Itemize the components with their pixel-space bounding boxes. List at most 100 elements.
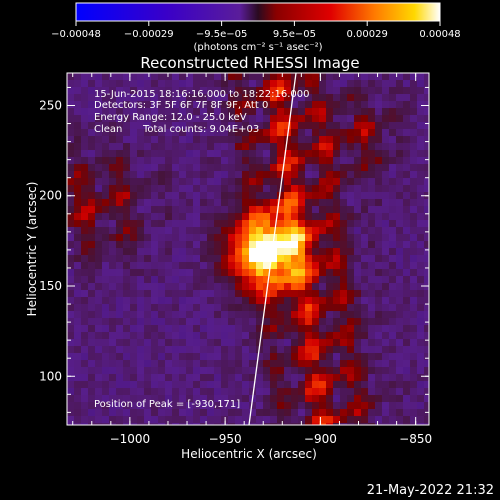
heatmap-cell — [200, 108, 208, 116]
heatmap-cell — [228, 220, 236, 228]
heatmap-cell — [81, 395, 89, 403]
heatmap-cell — [207, 318, 215, 326]
heatmap-cell — [186, 381, 194, 389]
heatmap-cell — [95, 346, 103, 354]
heatmap-cell — [158, 164, 166, 172]
heatmap-cell — [81, 409, 89, 417]
heatmap-cell — [277, 325, 285, 333]
heatmap-cell — [249, 339, 257, 347]
heatmap-cell — [417, 73, 425, 81]
heatmap-cell — [333, 122, 341, 130]
heatmap-cell — [305, 381, 313, 389]
heatmap-cell — [312, 248, 320, 256]
heatmap-cell — [242, 339, 250, 347]
heatmap-cell — [186, 227, 194, 235]
heatmap-cell — [123, 290, 131, 298]
heatmap-cell — [298, 206, 306, 214]
heatmap-cell — [102, 318, 110, 326]
heatmap-cell — [277, 304, 285, 312]
heatmap-cell — [256, 402, 264, 410]
heatmap-cell — [151, 220, 159, 228]
heatmap-cell — [242, 192, 250, 200]
heatmap-cell — [361, 402, 369, 410]
heatmap-cell — [270, 150, 278, 158]
heatmap-cell — [165, 199, 173, 207]
heatmap-cell — [382, 157, 390, 165]
heatmap-cell — [291, 318, 299, 326]
heatmap-cell — [396, 318, 404, 326]
heatmap-cell — [396, 255, 404, 263]
heatmap-cell — [291, 339, 299, 347]
heatmap-cell — [347, 332, 355, 340]
heatmap-cell — [256, 388, 264, 396]
heatmap-cell — [214, 94, 222, 102]
heatmap-cell — [389, 304, 397, 312]
heatmap-cell — [410, 416, 418, 424]
heatmap-cell — [228, 346, 236, 354]
heatmap-cell — [396, 388, 404, 396]
heatmap-cell — [179, 115, 187, 123]
heatmap-cell — [270, 157, 278, 165]
heatmap-cell — [207, 409, 215, 417]
heatmap-cell — [186, 164, 194, 172]
heatmap-cell — [179, 73, 187, 81]
heatmap-cell — [270, 178, 278, 186]
heatmap-cell — [354, 220, 362, 228]
heatmap-cell — [382, 346, 390, 354]
heatmap-cell — [284, 115, 292, 123]
heatmap-cell — [95, 325, 103, 333]
heatmap-cell — [354, 304, 362, 312]
heatmap-cell — [361, 311, 369, 319]
heatmap-cell — [109, 402, 117, 410]
heatmap-cell — [130, 171, 138, 179]
colorbar-tick-label: 0.00048 — [419, 29, 460, 40]
heatmap-cell — [410, 73, 418, 81]
heatmap-cell — [270, 241, 278, 249]
heatmap-cell — [291, 185, 299, 193]
heatmap-cell — [410, 381, 418, 389]
heatmap-cell — [228, 318, 236, 326]
heatmap-cell — [305, 367, 313, 375]
heatmap-cell — [200, 206, 208, 214]
heatmap-cell — [144, 115, 152, 123]
heatmap-cell — [319, 311, 327, 319]
heatmap-cell — [326, 269, 334, 277]
heatmap-cell — [305, 353, 313, 361]
heatmap-cell — [305, 402, 313, 410]
heatmap-cell — [270, 332, 278, 340]
heatmap-cell — [389, 234, 397, 242]
heatmap-cell — [368, 304, 376, 312]
heatmap-cell — [263, 283, 271, 291]
heatmap-cell — [312, 381, 320, 389]
heatmap-cell — [298, 297, 306, 305]
heatmap-cell — [151, 241, 159, 249]
heatmap-cell — [256, 395, 264, 403]
heatmap-cell — [137, 367, 145, 375]
heatmap-cell — [403, 192, 411, 200]
heatmap-cell — [67, 381, 75, 389]
heatmap-cell — [354, 262, 362, 270]
heatmap-cell — [368, 269, 376, 277]
heatmap-cell — [312, 234, 320, 242]
heatmap-cell — [326, 206, 334, 214]
heatmap-cell — [151, 318, 159, 326]
heatmap-cell — [207, 304, 215, 312]
heatmap-cell — [410, 150, 418, 158]
heatmap-cell — [95, 192, 103, 200]
heatmap-cell — [403, 136, 411, 144]
heatmap-cell — [319, 318, 327, 326]
heatmap-cell — [214, 325, 222, 333]
heatmap-cell — [130, 199, 138, 207]
heatmap-cell — [354, 157, 362, 165]
heatmap-cell — [270, 318, 278, 326]
heatmap-cell — [389, 241, 397, 249]
heatmap-cell — [88, 108, 96, 116]
heatmap-cell — [116, 339, 124, 347]
heatmap-cell — [207, 374, 215, 382]
heatmap-cell — [277, 381, 285, 389]
heatmap-cell — [319, 290, 327, 298]
heatmap-cell — [179, 374, 187, 382]
heatmap-cell — [137, 234, 145, 242]
heatmap-cell — [417, 227, 425, 235]
heatmap-cell — [214, 192, 222, 200]
